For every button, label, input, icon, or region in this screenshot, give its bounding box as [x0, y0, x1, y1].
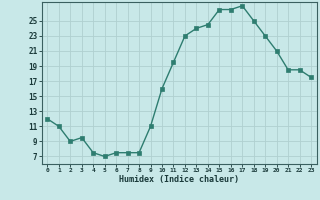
X-axis label: Humidex (Indice chaleur): Humidex (Indice chaleur) — [119, 175, 239, 184]
